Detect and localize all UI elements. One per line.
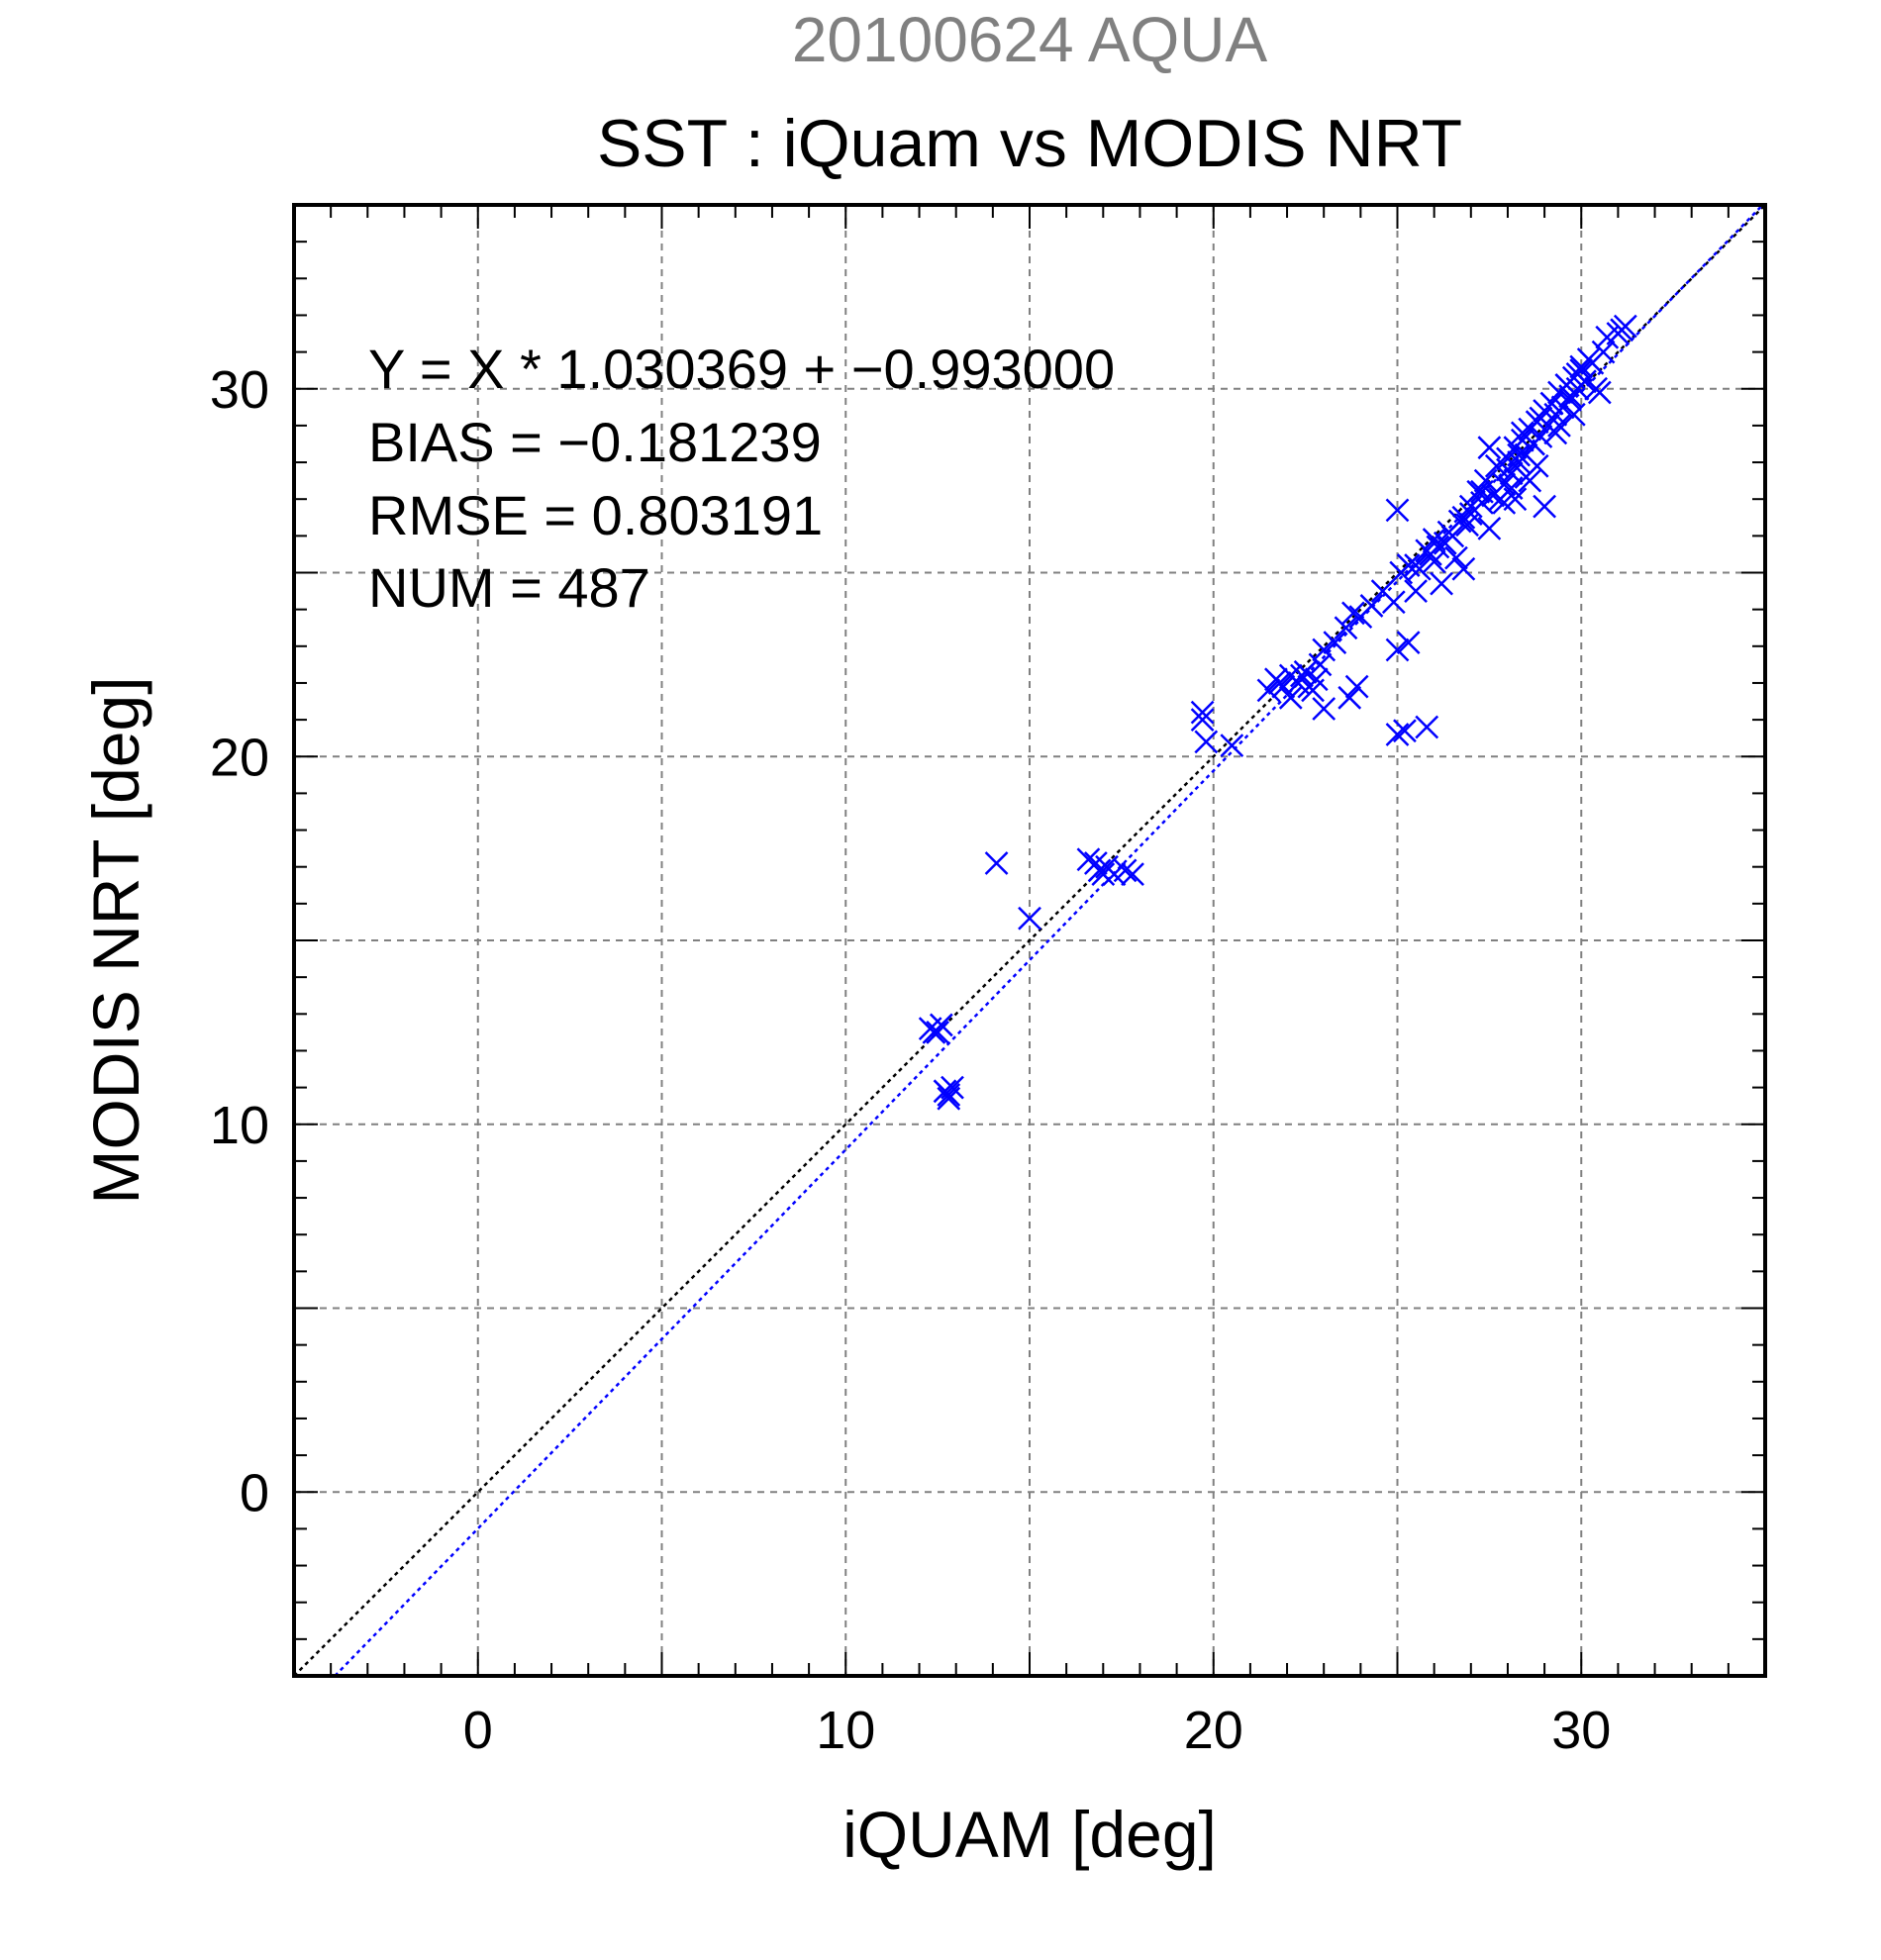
y-tick-label: 0 <box>240 1463 269 1522</box>
chart-title: SST : iQuam vs MODIS NRT <box>597 106 1462 181</box>
data-point <box>1381 590 1406 615</box>
data-point <box>1451 556 1476 581</box>
data-point <box>1267 671 1292 695</box>
data-point <box>1576 347 1601 371</box>
data-point <box>1220 734 1244 757</box>
data-point <box>1470 479 1494 504</box>
data-point <box>1407 556 1432 581</box>
data-point <box>1518 468 1542 493</box>
data-point <box>1426 535 1450 559</box>
y-tick-label: 20 <box>210 728 269 787</box>
data-point <box>1278 685 1303 710</box>
y-tick-labels: 0 10 20 30 <box>210 360 269 1523</box>
data-point <box>1385 637 1410 662</box>
reference-lines <box>293 204 1766 1677</box>
x-tick-labels: 0 10 20 30 <box>463 1701 1612 1760</box>
identity-line <box>293 204 1766 1677</box>
data-point <box>1396 631 1421 654</box>
x-tick-label: 0 <box>463 1701 493 1760</box>
y-tick-label: 30 <box>210 360 269 420</box>
y-axis-label: MODIS NRT [deg] <box>79 676 152 1204</box>
x-tick-label: 30 <box>1551 1701 1611 1760</box>
data-point <box>1533 494 1556 519</box>
data-point <box>1547 414 1571 438</box>
num-value: NUM = 487 <box>368 556 650 619</box>
gridlines <box>294 205 1765 1676</box>
data-point <box>1190 700 1215 725</box>
data-point <box>1558 388 1582 412</box>
data-point <box>1312 637 1336 662</box>
x-tick-label: 20 <box>1184 1701 1243 1760</box>
data-point <box>1344 674 1369 699</box>
data-point <box>1334 616 1358 640</box>
data-point <box>1430 571 1453 596</box>
data-point <box>937 1086 961 1111</box>
data-point <box>1393 719 1417 743</box>
data-point <box>1341 601 1365 626</box>
data-point <box>1569 358 1594 383</box>
data-point <box>922 1020 946 1044</box>
data-point <box>1337 685 1362 710</box>
data-point <box>1290 663 1314 688</box>
bias-value: BIAS = −0.181239 <box>368 411 822 473</box>
data-point <box>1587 380 1612 405</box>
data-point <box>1422 528 1446 551</box>
data-point <box>926 1020 950 1044</box>
data-point <box>1190 708 1215 732</box>
data-point <box>1194 730 1219 754</box>
data-point <box>1121 862 1144 887</box>
data-point <box>1359 594 1384 618</box>
data-point <box>984 851 1009 875</box>
minor-ticks <box>294 205 1765 1676</box>
data-point <box>1558 384 1582 409</box>
chart-supertitle: 20100624 AQUA <box>792 4 1268 75</box>
data-point <box>1301 678 1325 703</box>
data-point <box>1091 862 1116 887</box>
data-points <box>918 314 1637 1111</box>
rmse-value: RMSE = 0.803191 <box>368 484 823 546</box>
data-point <box>1539 391 1564 416</box>
x-axis-label: iQUAM [deg] <box>842 1798 1217 1871</box>
data-point <box>1496 457 1520 482</box>
regression-line <box>334 204 1764 1677</box>
data-point <box>1323 631 1347 654</box>
data-point <box>1415 715 1439 739</box>
data-point <box>1113 858 1138 883</box>
data-point <box>1444 545 1468 570</box>
fit-equation: Y = X * 1.030369 + −0.993000 <box>368 338 1115 400</box>
data-point <box>1466 479 1491 504</box>
y-tick-label: 10 <box>210 1096 269 1155</box>
data-point <box>1595 325 1620 349</box>
data-point <box>1018 906 1041 931</box>
data-point <box>1422 549 1446 574</box>
data-point <box>1492 472 1517 497</box>
data-point <box>1503 487 1528 512</box>
data-point <box>1591 340 1616 364</box>
data-point <box>1385 723 1410 746</box>
data-point <box>1561 402 1586 427</box>
plot-frame <box>292 203 1767 1678</box>
stats-box: Y = X * 1.030369 + −0.993000 BIAS = −0.1… <box>368 338 1115 619</box>
data-point <box>1610 318 1634 343</box>
data-point <box>1404 579 1428 603</box>
data-point <box>933 1079 957 1104</box>
data-point <box>1458 494 1483 519</box>
data-point <box>1308 652 1333 677</box>
data-point <box>1507 442 1531 467</box>
x-tick-label: 10 <box>816 1701 875 1760</box>
data-point <box>1510 421 1534 445</box>
data-point <box>1256 678 1281 703</box>
data-point <box>1451 505 1476 530</box>
data-point <box>1385 498 1410 523</box>
data-point <box>1312 697 1336 721</box>
data-point <box>1477 517 1502 540</box>
data-point <box>1543 421 1568 445</box>
data-point <box>1477 436 1502 460</box>
data-point <box>1525 453 1549 478</box>
